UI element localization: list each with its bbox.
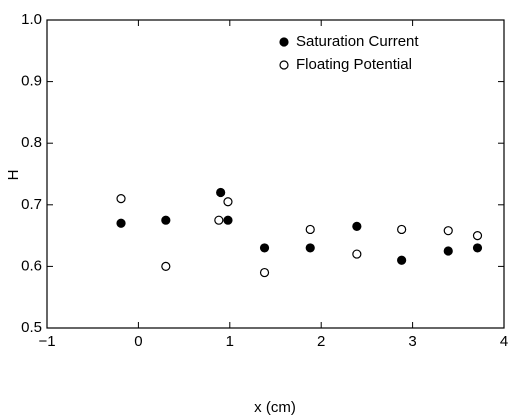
legend-marker bbox=[279, 37, 289, 47]
x-tick-label: 1 bbox=[226, 333, 234, 350]
x-tick-label: 3 bbox=[408, 333, 416, 350]
point bbox=[116, 218, 126, 228]
point bbox=[397, 255, 407, 265]
point bbox=[472, 231, 483, 241]
legend-label: Saturation Current bbox=[296, 33, 419, 50]
point bbox=[223, 215, 233, 225]
y-tick-label: 0.6 bbox=[21, 257, 42, 274]
y-axis-label: H bbox=[5, 170, 22, 181]
x-tick-label: −1 bbox=[38, 333, 55, 350]
y-tick-label: 1.0 bbox=[21, 11, 42, 28]
y-tick-label: 0.5 bbox=[21, 319, 42, 336]
point bbox=[214, 215, 224, 225]
point bbox=[305, 243, 315, 253]
point bbox=[216, 187, 226, 198]
y-tick-label: 0.8 bbox=[21, 134, 42, 151]
x-tick-label: 2 bbox=[317, 333, 325, 350]
y-tick-label: 0.7 bbox=[21, 196, 42, 213]
point bbox=[443, 226, 453, 236]
point bbox=[472, 243, 483, 253]
point bbox=[161, 215, 171, 225]
x-axis-label: x (cm) bbox=[254, 399, 296, 416]
point bbox=[305, 224, 315, 235]
point bbox=[352, 249, 362, 259]
point bbox=[161, 261, 171, 271]
x-tick-label: 0 bbox=[134, 333, 142, 350]
legend-marker bbox=[279, 60, 289, 70]
point bbox=[223, 197, 233, 207]
point bbox=[116, 194, 126, 204]
point bbox=[443, 246, 453, 256]
point bbox=[259, 267, 270, 278]
point bbox=[397, 224, 407, 235]
y-tick-label: 0.9 bbox=[21, 73, 42, 90]
point bbox=[259, 243, 270, 253]
plot-frame bbox=[46, 19, 505, 329]
legend-label: Floating Potential bbox=[296, 56, 412, 73]
point bbox=[352, 221, 362, 231]
x-tick-label: 4 bbox=[500, 333, 508, 350]
